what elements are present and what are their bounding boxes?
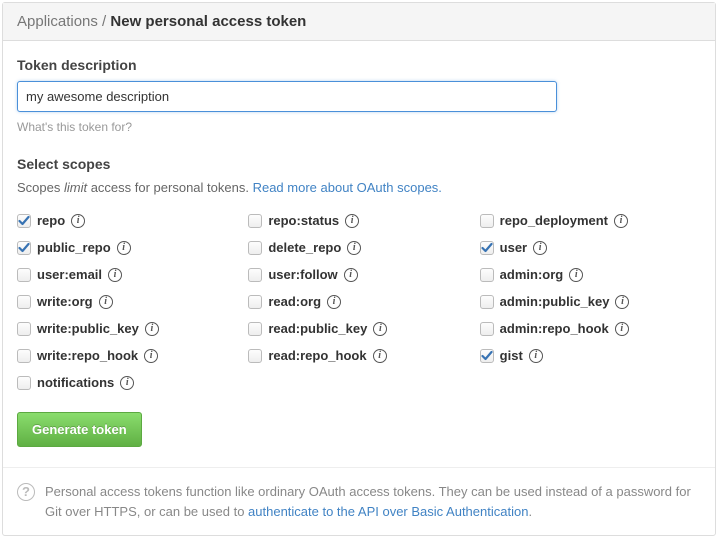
scope-checkbox[interactable] [17,349,31,363]
scope-item-repo-status: repo:status i [248,213,469,228]
scope-item-repo-deployment: repo_deployment i [480,213,701,228]
info-icon[interactable]: i [144,349,158,363]
info-icon[interactable]: i [117,241,131,255]
info-icon[interactable]: i [71,214,85,228]
scope-label[interactable]: read:public_key [268,321,367,336]
info-icon[interactable]: i [347,241,361,255]
scopes-section: Select scopes Scopes limit access for pe… [17,156,701,390]
panel-body: Token description What's this token for?… [3,41,715,467]
scope-item-read-public-key: read:public_key i [248,321,469,336]
scope-checkbox[interactable] [248,214,262,228]
scope-label[interactable]: repo:status [268,213,339,228]
breadcrumb-current: New personal access token [110,13,306,30]
info-icon[interactable]: i [344,268,358,282]
scopes-description: Scopes limit access for personal tokens.… [17,180,701,195]
scope-checkbox[interactable] [17,241,31,255]
scope-label[interactable]: write:org [37,294,93,309]
info-icon[interactable]: i [533,241,547,255]
scope-item-read-repo-hook: read:repo_hook i [248,348,469,363]
scope-label[interactable]: delete_repo [268,240,341,255]
scope-label[interactable]: admin:public_key [500,294,610,309]
scope-checkbox[interactable] [17,214,31,228]
help-icon: ? [17,483,35,501]
scope-checkbox[interactable] [17,268,31,282]
info-icon[interactable]: i [569,268,583,282]
scope-label[interactable]: admin:org [500,267,564,282]
scope-label[interactable]: user:follow [268,267,337,282]
scope-item-admin-org: admin:org i [480,267,701,282]
scope-label[interactable]: write:public_key [37,321,139,336]
scope-item-user: useri [480,240,701,255]
scope-label[interactable]: read:org [268,294,321,309]
description-input[interactable] [17,81,557,112]
scope-label[interactable]: gist [500,348,523,363]
scope-checkbox[interactable] [480,268,494,282]
scope-checkbox[interactable] [17,322,31,336]
scope-label[interactable]: user [500,240,527,255]
scope-item-public-repo: public_repo i [17,240,238,255]
scope-checkbox[interactable] [480,322,494,336]
scope-item-read-org: read:org i [248,294,469,309]
scope-checkbox[interactable] [248,241,262,255]
info-icon[interactable]: i [373,349,387,363]
oauth-scopes-link[interactable]: Read more about OAuth scopes. [253,180,442,195]
scope-checkbox[interactable] [248,268,262,282]
scope-item-delete-repo: delete_repo i [248,240,469,255]
breadcrumb: Applications / New personal access token [3,3,715,41]
scope-item-user-follow: user:follow i [248,267,469,282]
scope-label[interactable]: user:email [37,267,102,282]
info-icon[interactable]: i [108,268,122,282]
scopes-grid: repoirepo:statusirepo_deploymentipublic_… [17,213,701,390]
scope-checkbox[interactable] [480,295,494,309]
scope-label[interactable]: admin:repo_hook [500,321,609,336]
scope-item-gist: gisti [480,348,701,363]
description-help: What's this token for? [17,120,701,134]
token-form-panel: Applications / New personal access token… [2,2,716,536]
info-icon[interactable]: i [120,376,134,390]
scope-checkbox[interactable] [248,322,262,336]
panel-footer: ? Personal access tokens function like o… [3,467,715,535]
scope-checkbox[interactable] [17,376,31,390]
scope-checkbox[interactable] [480,214,494,228]
api-auth-link[interactable]: authenticate to the API over Basic Authe… [248,504,528,519]
scope-label[interactable]: repo [37,213,65,228]
description-label: Token description [17,57,701,73]
scope-checkbox[interactable] [17,295,31,309]
info-icon[interactable]: i [99,295,113,309]
info-icon[interactable]: i [345,214,359,228]
scope-item-repo: repoi [17,213,238,228]
scope-checkbox[interactable] [248,349,262,363]
scope-item-write-org: write:org i [17,294,238,309]
scope-label[interactable]: read:repo_hook [268,348,366,363]
scope-label[interactable]: write:repo_hook [37,348,138,363]
info-icon[interactable]: i [373,322,387,336]
scope-item-user-email: user:email i [17,267,238,282]
scope-checkbox[interactable] [480,241,494,255]
scope-label[interactable]: repo_deployment [500,213,608,228]
scopes-label: Select scopes [17,156,701,172]
scope-item-admin-public-key: admin:public_key i [480,294,701,309]
info-icon[interactable]: i [327,295,341,309]
scope-label[interactable]: public_repo [37,240,111,255]
footer-text: Personal access tokens function like ord… [45,482,701,521]
info-icon[interactable]: i [615,295,629,309]
scope-checkbox[interactable] [248,295,262,309]
generate-token-button[interactable]: Generate token [17,412,142,447]
scope-item-notifications: notifications i [17,375,238,390]
scope-item-admin-repo-hook: admin:repo_hook i [480,321,701,336]
scope-label[interactable]: notifications [37,375,114,390]
breadcrumb-parent: Applications [17,13,98,30]
info-icon[interactable]: i [529,349,543,363]
scope-item-write-public-key: write:public_key i [17,321,238,336]
info-icon[interactable]: i [145,322,159,336]
info-icon[interactable]: i [615,322,629,336]
scope-checkbox[interactable] [480,349,494,363]
scope-item-write-repo-hook: write:repo_hook i [17,348,238,363]
info-icon[interactable]: i [614,214,628,228]
